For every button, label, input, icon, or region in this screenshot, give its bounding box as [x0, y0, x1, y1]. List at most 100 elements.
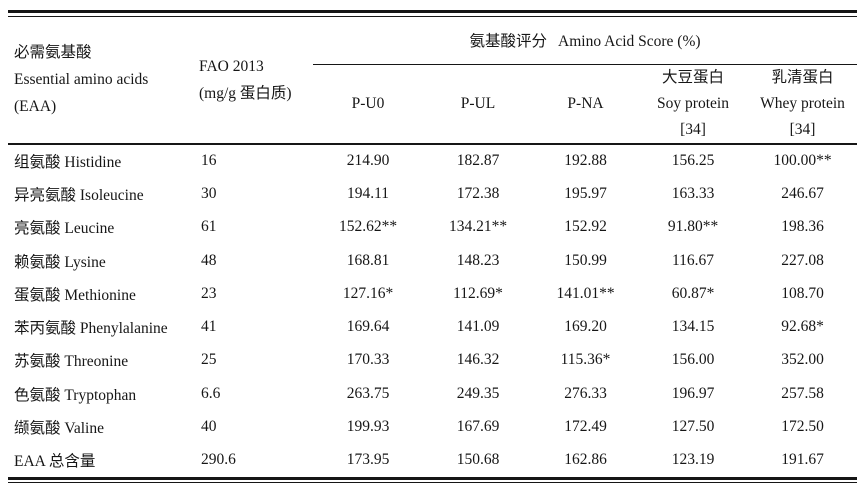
amino-acid-name-cell: 异亮氨酸 Isoleucine — [14, 186, 144, 204]
pna-score-cell: 162.86 — [564, 451, 607, 469]
header-fao-line2: (mg/g 蛋白质) — [199, 84, 292, 102]
pna-score-cell: 192.88 — [564, 152, 607, 170]
table-body: 组氨酸 Histidine 16 214.90 182.87 192.88 15… — [8, 144, 857, 477]
pul-score-cell: 249.35 — [456, 384, 500, 402]
pna-score-cell: 141.01** — [556, 284, 615, 302]
pul-score-cell: 148.23 — [456, 251, 500, 269]
table-row: 组氨酸 Histidine 16 214.90 182.87 192.88 15… — [8, 144, 857, 177]
table-row: 苯丙氨酸 Phenylalanine 41 169.64 141.09 169.… — [8, 310, 857, 343]
amino-acid-name-cell: 缬氨酸 Valine — [14, 420, 104, 438]
table-row: 异亮氨酸 Isoleucine 30 194.11 172.38 195.97 … — [8, 177, 857, 210]
table-bottom-rule — [8, 476, 857, 484]
pna-score-cell: 115.36* — [560, 351, 611, 369]
amino-acid-name-cell: EAA 总含量 — [14, 453, 96, 471]
header-eaa: 必需氨基酸 Essential amino acids (EAA) — [8, 16, 193, 145]
soy-score-cell: 91.80** — [667, 218, 719, 236]
whey-score-cell: 172.50 — [781, 418, 824, 436]
fao-value-cell: 30 — [201, 184, 217, 202]
table-row: EAA 总含量 290.6 173.95 150.68 162.86 123.1… — [8, 444, 857, 477]
pna-score-cell: 195.97 — [564, 184, 607, 202]
header-score-en: Amino Acid Score (%) — [558, 33, 701, 51]
fao-value-cell: 61 — [201, 218, 217, 236]
header-whey-zh: 乳清蛋白 — [771, 69, 834, 86]
page: 必需氨基酸 Essential amino acids (EAA) FAO 20… — [8, 10, 858, 484]
soy-score-cell: 156.25 — [671, 152, 715, 170]
table-row: 亮氨酸 Leucine 61 152.62** 134.21** 152.92 … — [8, 211, 857, 244]
pu0-score-cell: 173.95 — [346, 451, 390, 469]
pu0-score-cell: 170.33 — [346, 351, 390, 369]
pu0-score-cell: 127.16* — [342, 284, 394, 302]
amino-acid-name-cell: 赖氨酸 Lysine — [14, 253, 106, 271]
pu0-score-cell: 194.11 — [346, 184, 390, 202]
header-eaa-en: Essential amino acids — [14, 71, 149, 89]
table-top-rule — [8, 10, 857, 17]
header-whey-en: Whey protein — [760, 95, 845, 112]
header-col-pna: P-NA — [533, 64, 638, 145]
pul-score-cell: 172.38 — [456, 184, 500, 202]
amino-acid-name-cell: 亮氨酸 Leucine — [14, 220, 115, 238]
header-col-pul: P-UL — [423, 64, 533, 145]
pul-score-cell: 141.09 — [456, 318, 500, 336]
soy-score-cell: 123.19 — [671, 451, 715, 469]
header-whey-ref: [34] — [789, 121, 816, 138]
pul-score-cell: 134.21** — [448, 218, 508, 236]
soy-score-cell: 196.97 — [671, 384, 715, 402]
soy-score-cell: 60.87* — [671, 284, 715, 302]
fao-value-cell: 23 — [201, 284, 217, 302]
whey-score-cell: 108.70 — [781, 284, 824, 302]
pu0-score-cell: 168.81 — [346, 251, 390, 269]
pu0-score-cell: 152.62** — [338, 218, 398, 236]
amino-acid-name-cell: 组氨酸 Histidine — [14, 154, 122, 172]
pu0-score-cell: 169.64 — [346, 318, 390, 336]
amino-acid-name-cell: 蛋氨酸 Methionine — [14, 286, 136, 304]
amino-acid-name-cell: 苯丙氨酸 Phenylalanine — [14, 320, 168, 338]
table-row: 苏氨酸 Threonine 25 170.33 146.32 115.36* 1… — [8, 344, 857, 377]
header-soy-en: Soy protein — [657, 95, 729, 112]
whey-score-cell: 92.68* — [781, 318, 824, 336]
fao-value-cell: 40 — [201, 418, 217, 436]
table-header: 必需氨基酸 Essential amino acids (EAA) FAO 20… — [8, 16, 858, 145]
soy-score-cell: 163.33 — [671, 184, 715, 202]
whey-score-cell: 257.58 — [781, 384, 824, 402]
amino-acid-name-cell: 苏氨酸 Threonine — [14, 353, 129, 371]
header-soy-ref: [34] — [680, 121, 706, 138]
table-row: 缬氨酸 Valine 40 199.93 167.69 172.49 127.5… — [8, 410, 857, 443]
pna-score-cell: 169.20 — [564, 318, 607, 336]
table-row: 赖氨酸 Lysine 48 168.81 148.23 150.99 116.6… — [8, 244, 857, 277]
fao-value-cell: 41 — [201, 318, 217, 336]
pna-score-cell: 150.99 — [564, 251, 607, 269]
header-eaa-abbr: (EAA) — [14, 98, 57, 116]
header-col-whey: 乳清蛋白 Whey protein [34] — [748, 64, 858, 145]
header-soy-zh: 大豆蛋白 — [661, 69, 724, 86]
header-col-pu0: P-U0 — [313, 64, 423, 145]
fao-value-cell: 6.6 — [201, 384, 221, 402]
pu0-score-cell: 214.90 — [346, 152, 390, 170]
amino-acid-name-cell: 色氨酸 Tryptophan — [14, 386, 137, 404]
pul-score-cell: 112.69* — [453, 284, 503, 302]
pul-score-cell: 146.32 — [456, 351, 500, 369]
header-eaa-zh: 必需氨基酸 — [14, 44, 92, 62]
whey-score-cell: 100.00** — [773, 152, 832, 170]
soy-score-cell: 127.50 — [671, 418, 715, 436]
pna-score-cell: 172.49 — [564, 418, 607, 436]
fao-value-cell: 16 — [201, 152, 217, 170]
fao-value-cell: 290.6 — [201, 451, 236, 469]
whey-score-cell: 198.36 — [781, 218, 824, 236]
whey-score-cell: 352.00 — [781, 351, 824, 369]
fao-value-cell: 25 — [201, 351, 217, 369]
header-col-soy: 大豆蛋白 Soy protein [34] — [638, 64, 748, 145]
pul-score-cell: 150.68 — [456, 451, 500, 469]
pu0-score-cell: 199.93 — [346, 418, 390, 436]
soy-score-cell: 156.00 — [671, 351, 715, 369]
pu0-score-cell: 263.75 — [346, 384, 390, 402]
header-score-group: 氨基酸评分 Amino Acid Score (%) — [313, 16, 858, 65]
amino-acid-score-table: 必需氨基酸 Essential amino acids (EAA) FAO 20… — [8, 16, 858, 477]
soy-score-cell: 116.67 — [671, 251, 715, 269]
pna-score-cell: 152.92 — [564, 218, 607, 236]
whey-score-cell: 246.67 — [781, 184, 824, 202]
pul-score-cell: 182.87 — [456, 152, 500, 170]
fao-value-cell: 48 — [201, 251, 217, 269]
pna-score-cell: 276.33 — [564, 384, 607, 402]
table-row: 蛋氨酸 Methionine 23 127.16* 112.69* 141.01… — [8, 277, 857, 310]
header-score-zh: 氨基酸评分 — [469, 33, 548, 51]
